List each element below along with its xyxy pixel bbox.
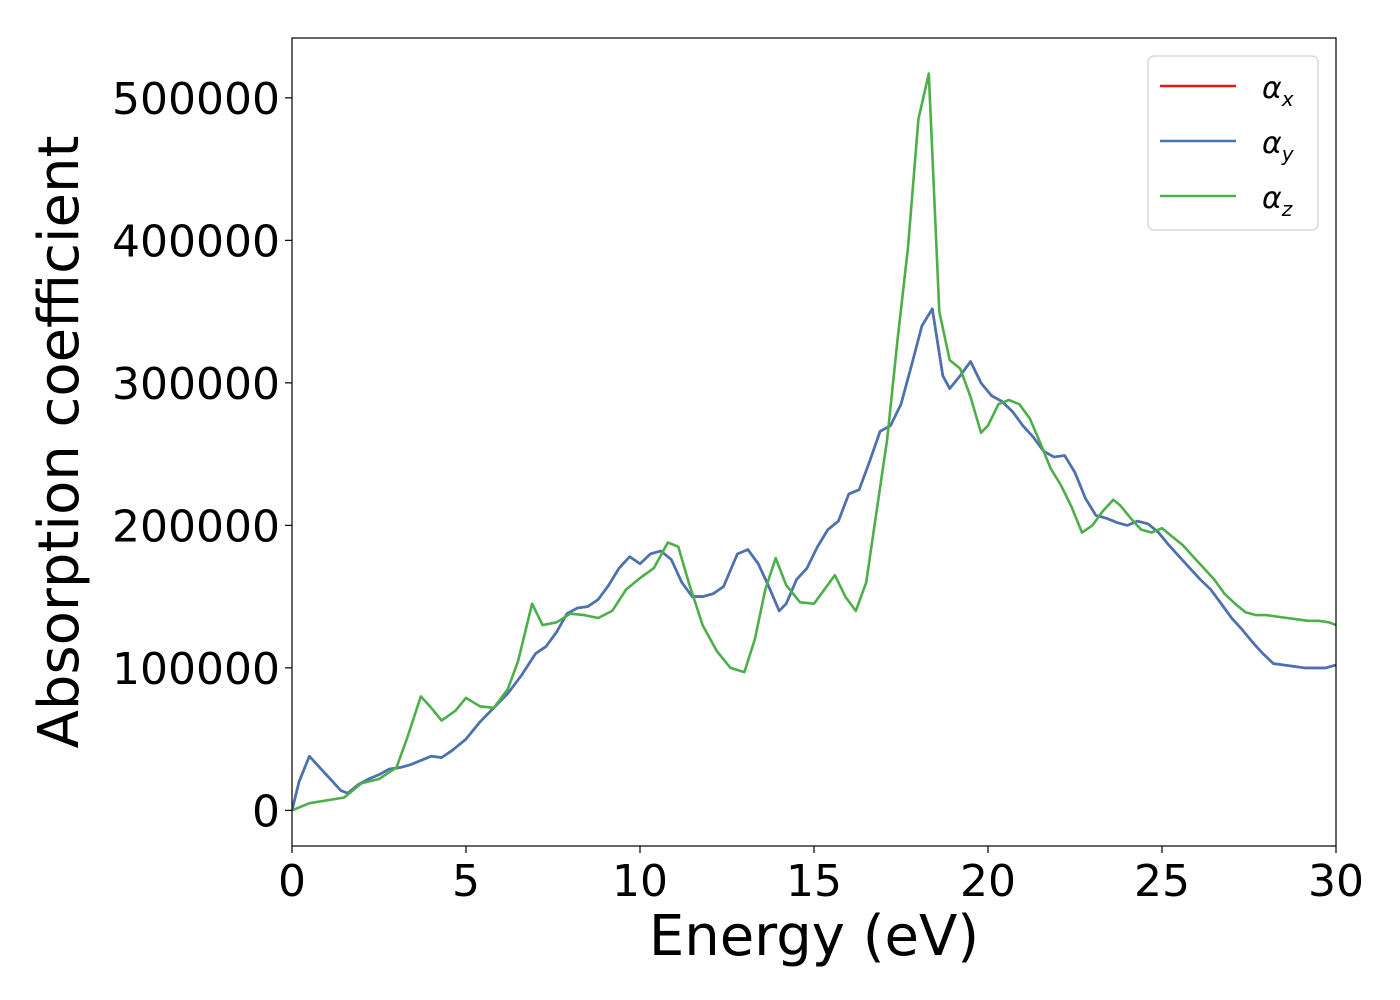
x-tick-label: 5: [452, 856, 480, 907]
x-tick-label: 25: [1134, 856, 1190, 907]
y-tick-label: 0: [252, 786, 280, 837]
x-tick-label: 30: [1308, 856, 1364, 907]
legend-label-x: αx: [1262, 71, 1294, 111]
legend-label-sub: y: [1281, 142, 1295, 166]
ticks-layer: 0 5 10 15 20 25 30 0 100000 200000 300000 400000 500…: [112, 74, 1364, 907]
legend-box: [1147, 55, 1319, 231]
y-tick-label: 100000: [112, 644, 280, 695]
series-line-y: [292, 307, 1336, 811]
series-line-x: [292, 307, 1336, 811]
x-tick-label: 20: [960, 856, 1016, 907]
legend-label-y: αy: [1262, 126, 1295, 166]
series-line-z: [292, 72, 1336, 812]
x-axis-label: Energy (eV): [649, 904, 979, 969]
legend-label-main: α: [1262, 126, 1282, 161]
y-tick-label: 300000: [112, 359, 280, 410]
y-tick-label: 500000: [112, 74, 280, 125]
series-layer: [292, 72, 1336, 812]
legend-label-main: α: [1262, 71, 1282, 106]
y-tick-label: 400000: [112, 216, 280, 267]
x-tick-label: 10: [612, 856, 668, 907]
x-tick-label: 15: [786, 856, 842, 907]
x-tick-label: 0: [278, 856, 306, 907]
legend-label-main: α: [1262, 181, 1282, 216]
legend-label-sub: z: [1281, 197, 1293, 221]
legend-label-sub: x: [1281, 87, 1294, 111]
y-tick-label: 200000: [112, 501, 280, 552]
legend-label-z: αz: [1262, 181, 1293, 221]
y-axis-label: Absorption coefficient: [27, 136, 92, 749]
